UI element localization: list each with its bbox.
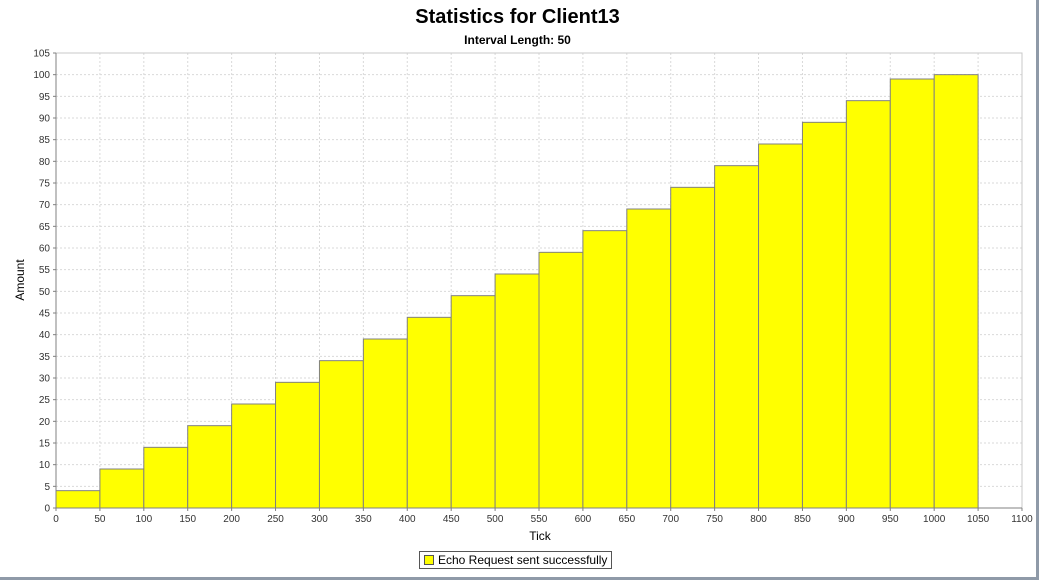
y-tick-label: 95 [39,92,51,103]
y-tick-label: 85 [39,135,51,146]
legend-swatch [424,555,434,565]
bar [494,273,540,509]
bar [582,230,628,509]
x-tick-label: 450 [443,514,460,525]
x-tick-label: 950 [882,514,899,525]
y-tick-label: 105 [33,49,50,60]
y-tick-label: 90 [39,114,51,125]
y-tick-label: 100 [33,70,50,81]
y-tick-label: 70 [39,200,51,211]
bar [538,251,584,509]
bar [187,425,233,509]
bar [801,121,847,509]
bar [758,143,803,509]
y-tick-label: 65 [39,222,51,233]
bar [231,403,277,509]
y-tick-label: 0 [44,504,50,515]
x-tick-label: 300 [311,514,328,525]
x-tick-label: 800 [750,514,767,525]
x-tick-label: 900 [838,514,855,525]
bar [99,468,145,509]
plot-area: 0 5 10 15 20 25 30 35 40 45 50 55 60 65 70 75 80 85 90 95 10… [33,49,1033,526]
y-tick-label: 35 [39,352,51,363]
y-tick-label: 55 [39,265,51,276]
y-tick-label: 25 [39,395,51,406]
y-tick-label: 15 [39,439,51,450]
y-tick-label: 40 [39,330,51,341]
bar [714,165,760,509]
y-tick-label: 20 [39,417,51,428]
y-tick-label: 5 [44,482,50,493]
x-tick-label: 500 [487,514,504,525]
y-tick-label: 80 [39,157,51,168]
bar [450,295,496,509]
y-tick-label: 60 [39,244,51,255]
x-tick-label: 400 [399,514,416,525]
bar [406,316,452,509]
x-tick-label: 650 [618,514,635,525]
x-tick-label: 850 [794,514,811,525]
bar [318,360,364,509]
x-tick-label: 700 [662,514,679,525]
x-tick-label: 750 [706,514,723,525]
bar [275,381,320,509]
y-tick-label: 10 [39,460,51,471]
bar [55,490,101,509]
x-tick-label: 1000 [923,514,946,525]
bar [362,338,408,509]
x-tick-label: 600 [575,514,592,525]
bar [626,208,672,509]
legend-label: Echo Request sent successfully [438,553,608,567]
chart-subtitle: Interval Length: 50 [464,33,571,47]
bar [143,446,189,509]
x-tick-label: 0 [53,514,59,525]
x-tick-label: 1050 [967,514,990,525]
y-tick-label: 45 [39,309,51,320]
x-tick-label: 350 [355,514,372,525]
x-tick-label: 550 [531,514,548,525]
x-tick-label: 50 [94,514,106,525]
bar [670,186,716,509]
bar [933,74,979,509]
bar [845,100,891,509]
x-tick-label: 1100 [1011,514,1033,525]
y-tick-label: 30 [39,374,51,385]
x-tick-label: 200 [223,514,240,525]
x-axis-label: Tick [529,529,551,543]
x-tick-label: 100 [135,514,152,525]
y-tick-label: 75 [39,179,51,190]
y-tick-label: 50 [39,287,51,298]
legend: Echo Request sent successfully [419,551,613,569]
chart-title: Statistics for Client13 [415,6,620,28]
bar [889,78,935,509]
x-tick-label: 150 [179,514,196,525]
x-tick-label: 250 [267,514,284,525]
